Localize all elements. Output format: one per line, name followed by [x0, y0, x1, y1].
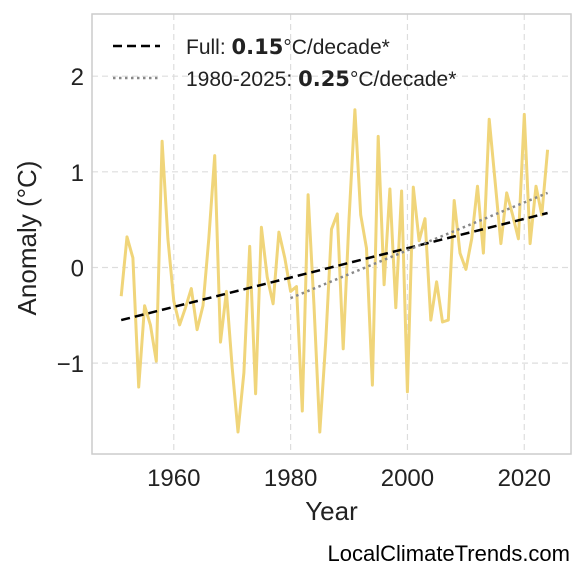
x-tick-label: 2000 — [381, 465, 434, 492]
legend: Full: 0.15°C/decade* 1980-2025: 0.25°C/d… — [113, 35, 456, 91]
y-tick-label: 2 — [71, 64, 84, 91]
legend-value-recent: 0.25 — [298, 67, 350, 91]
legend-suffix-full: °C/decade* — [283, 36, 389, 59]
y-tick-label: 0 — [71, 255, 84, 282]
x-axis-ticks: 1960 1980 2000 2020 — [147, 465, 551, 492]
grid — [92, 14, 571, 454]
x-tick-label: 1960 — [147, 465, 200, 492]
plot-frame — [91, 13, 572, 455]
legend-value-full: 0.15 — [232, 35, 284, 59]
x-tick-label: 2020 — [498, 465, 551, 492]
legend-prefix-recent: 1980-2025: — [186, 68, 298, 91]
site-watermark: LocalClimateTrends.com — [328, 541, 571, 566]
series-line-recent-trend — [290, 191, 549, 300]
series-line-full-trend — [120, 211, 548, 322]
series-layer — [119, 108, 550, 434]
y-tick-label: 1 — [71, 160, 84, 187]
y-tick-label: −1 — [57, 351, 84, 378]
legend-suffix-recent: °C/decade* — [350, 68, 456, 91]
x-tick-label: 1980 — [264, 465, 317, 492]
x-axis-label: Year — [305, 496, 358, 526]
series-line-anomaly — [119, 108, 550, 434]
legend-label-recent: 1980-2025: 0.25°C/decade* — [186, 67, 456, 91]
legend-prefix-full: Full: — [186, 36, 232, 59]
y-axis-label: Anomaly (°C) — [12, 161, 42, 316]
y-axis-ticks: −1 0 1 2 — [57, 64, 84, 378]
legend-label-full: Full: 0.15°C/decade* — [186, 35, 390, 59]
